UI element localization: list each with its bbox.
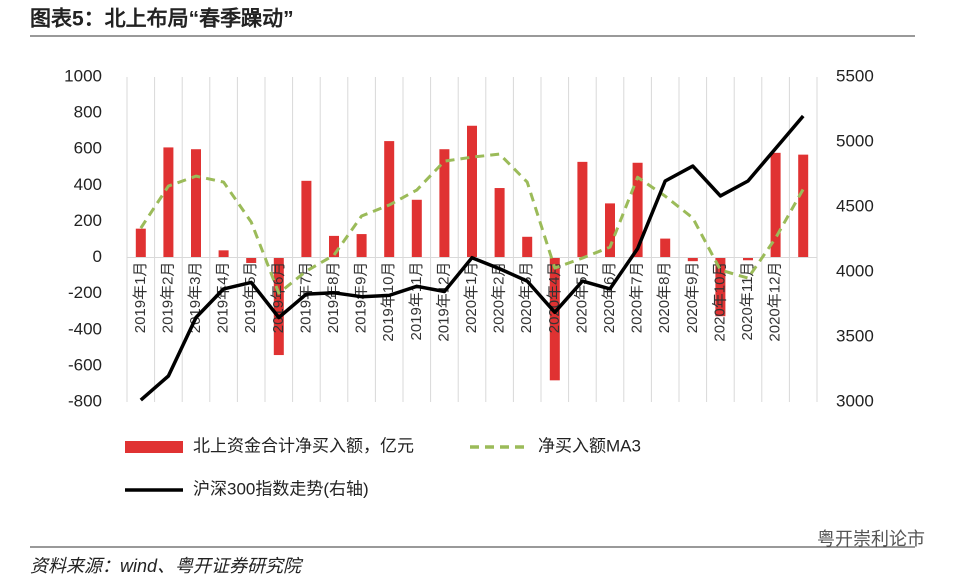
y-tick-label: 1000 — [64, 66, 102, 85]
x-tick-label: 2019年12月 — [435, 262, 452, 342]
line — [139, 114, 805, 402]
y2-tick-label: 4000 — [836, 261, 874, 280]
y-tick-label: -400 — [68, 319, 102, 338]
y-tick-label: -600 — [68, 355, 102, 374]
x-tick-label: 2020年12月 — [767, 262, 784, 342]
bar — [715, 257, 726, 317]
y2-tick-label: 3500 — [836, 326, 874, 345]
y-tick-label: -200 — [68, 283, 102, 302]
x-tick-label: 2020年11月 — [739, 262, 756, 341]
bar — [384, 141, 395, 258]
y-tick-label: 800 — [74, 103, 102, 122]
bar — [687, 257, 698, 262]
y-tick-label: 600 — [74, 139, 102, 158]
bar — [246, 257, 257, 263]
bar — [632, 162, 643, 258]
legend-label: 北上资金合计净买入额，亿元 — [193, 436, 414, 455]
bar — [356, 234, 367, 258]
y-tick-label: 200 — [74, 211, 102, 230]
legend-label: 净买入额MA3 — [538, 436, 641, 455]
bar — [467, 125, 477, 258]
x-tick-label: 2019年5月 — [242, 262, 259, 334]
y2-tick-label: 5000 — [836, 131, 874, 150]
x-tick-label: 2020年10月 — [711, 262, 728, 342]
bar — [798, 154, 809, 258]
source: 资料来源：wind、粤开证券研究院 — [30, 556, 304, 576]
bar — [605, 203, 615, 258]
bar — [273, 257, 284, 356]
bar — [191, 149, 201, 258]
x-tick-label: 2020年4月 — [546, 262, 563, 334]
bar — [743, 257, 753, 261]
bar — [163, 147, 174, 258]
legend-swatch — [125, 441, 183, 453]
chart-title: 图表5：北上布局“春季躁动” — [30, 7, 294, 31]
bar — [218, 250, 229, 258]
y-tick-label: 400 — [74, 175, 102, 194]
legend-label: 沪深300指数走势(右轴) — [193, 479, 369, 498]
bar — [577, 161, 588, 258]
bar — [301, 180, 312, 258]
x-tick-label: 2019年11月 — [408, 262, 425, 341]
x-tick-label: 2020年1月 — [463, 262, 480, 334]
bar — [522, 236, 533, 258]
y2-tick-label: 5500 — [836, 66, 874, 85]
y-tick-label: -800 — [68, 391, 102, 410]
x-tick-label: 2020年2月 — [491, 262, 508, 334]
bar — [411, 199, 422, 258]
x-tick-label: 2020年6月 — [601, 262, 618, 334]
x-tick-label: 2020年3月 — [518, 262, 535, 334]
y-tick-label: 0 — [93, 247, 102, 266]
x-tick-label: 2020年7月 — [629, 262, 646, 334]
x-tick-label: 2019年1月 — [132, 262, 149, 334]
bar — [329, 235, 339, 258]
bar — [660, 238, 671, 258]
x-tick-label: 2019年8月 — [325, 262, 342, 334]
x-tick-label: 2019年4月 — [215, 262, 232, 334]
x-tick-label: 2020年8月 — [656, 262, 673, 334]
x-tick-label: 2020年9月 — [684, 262, 701, 334]
x-tick-label: 2019年7月 — [297, 262, 314, 334]
bar — [135, 228, 146, 258]
x-tick-label: 2020年5月 — [573, 262, 590, 334]
x-tick-label: 2019年10月 — [380, 262, 397, 342]
bar — [770, 152, 781, 258]
bar — [549, 257, 560, 381]
x-tick-label: 2019年2月 — [159, 262, 176, 334]
y2-tick-label: 4500 — [836, 196, 874, 215]
watermark: 粤开崇利论市 — [817, 529, 925, 549]
y2-tick-label: 3000 — [836, 391, 874, 410]
bar — [494, 188, 505, 258]
bar — [439, 149, 450, 258]
line — [139, 152, 805, 295]
